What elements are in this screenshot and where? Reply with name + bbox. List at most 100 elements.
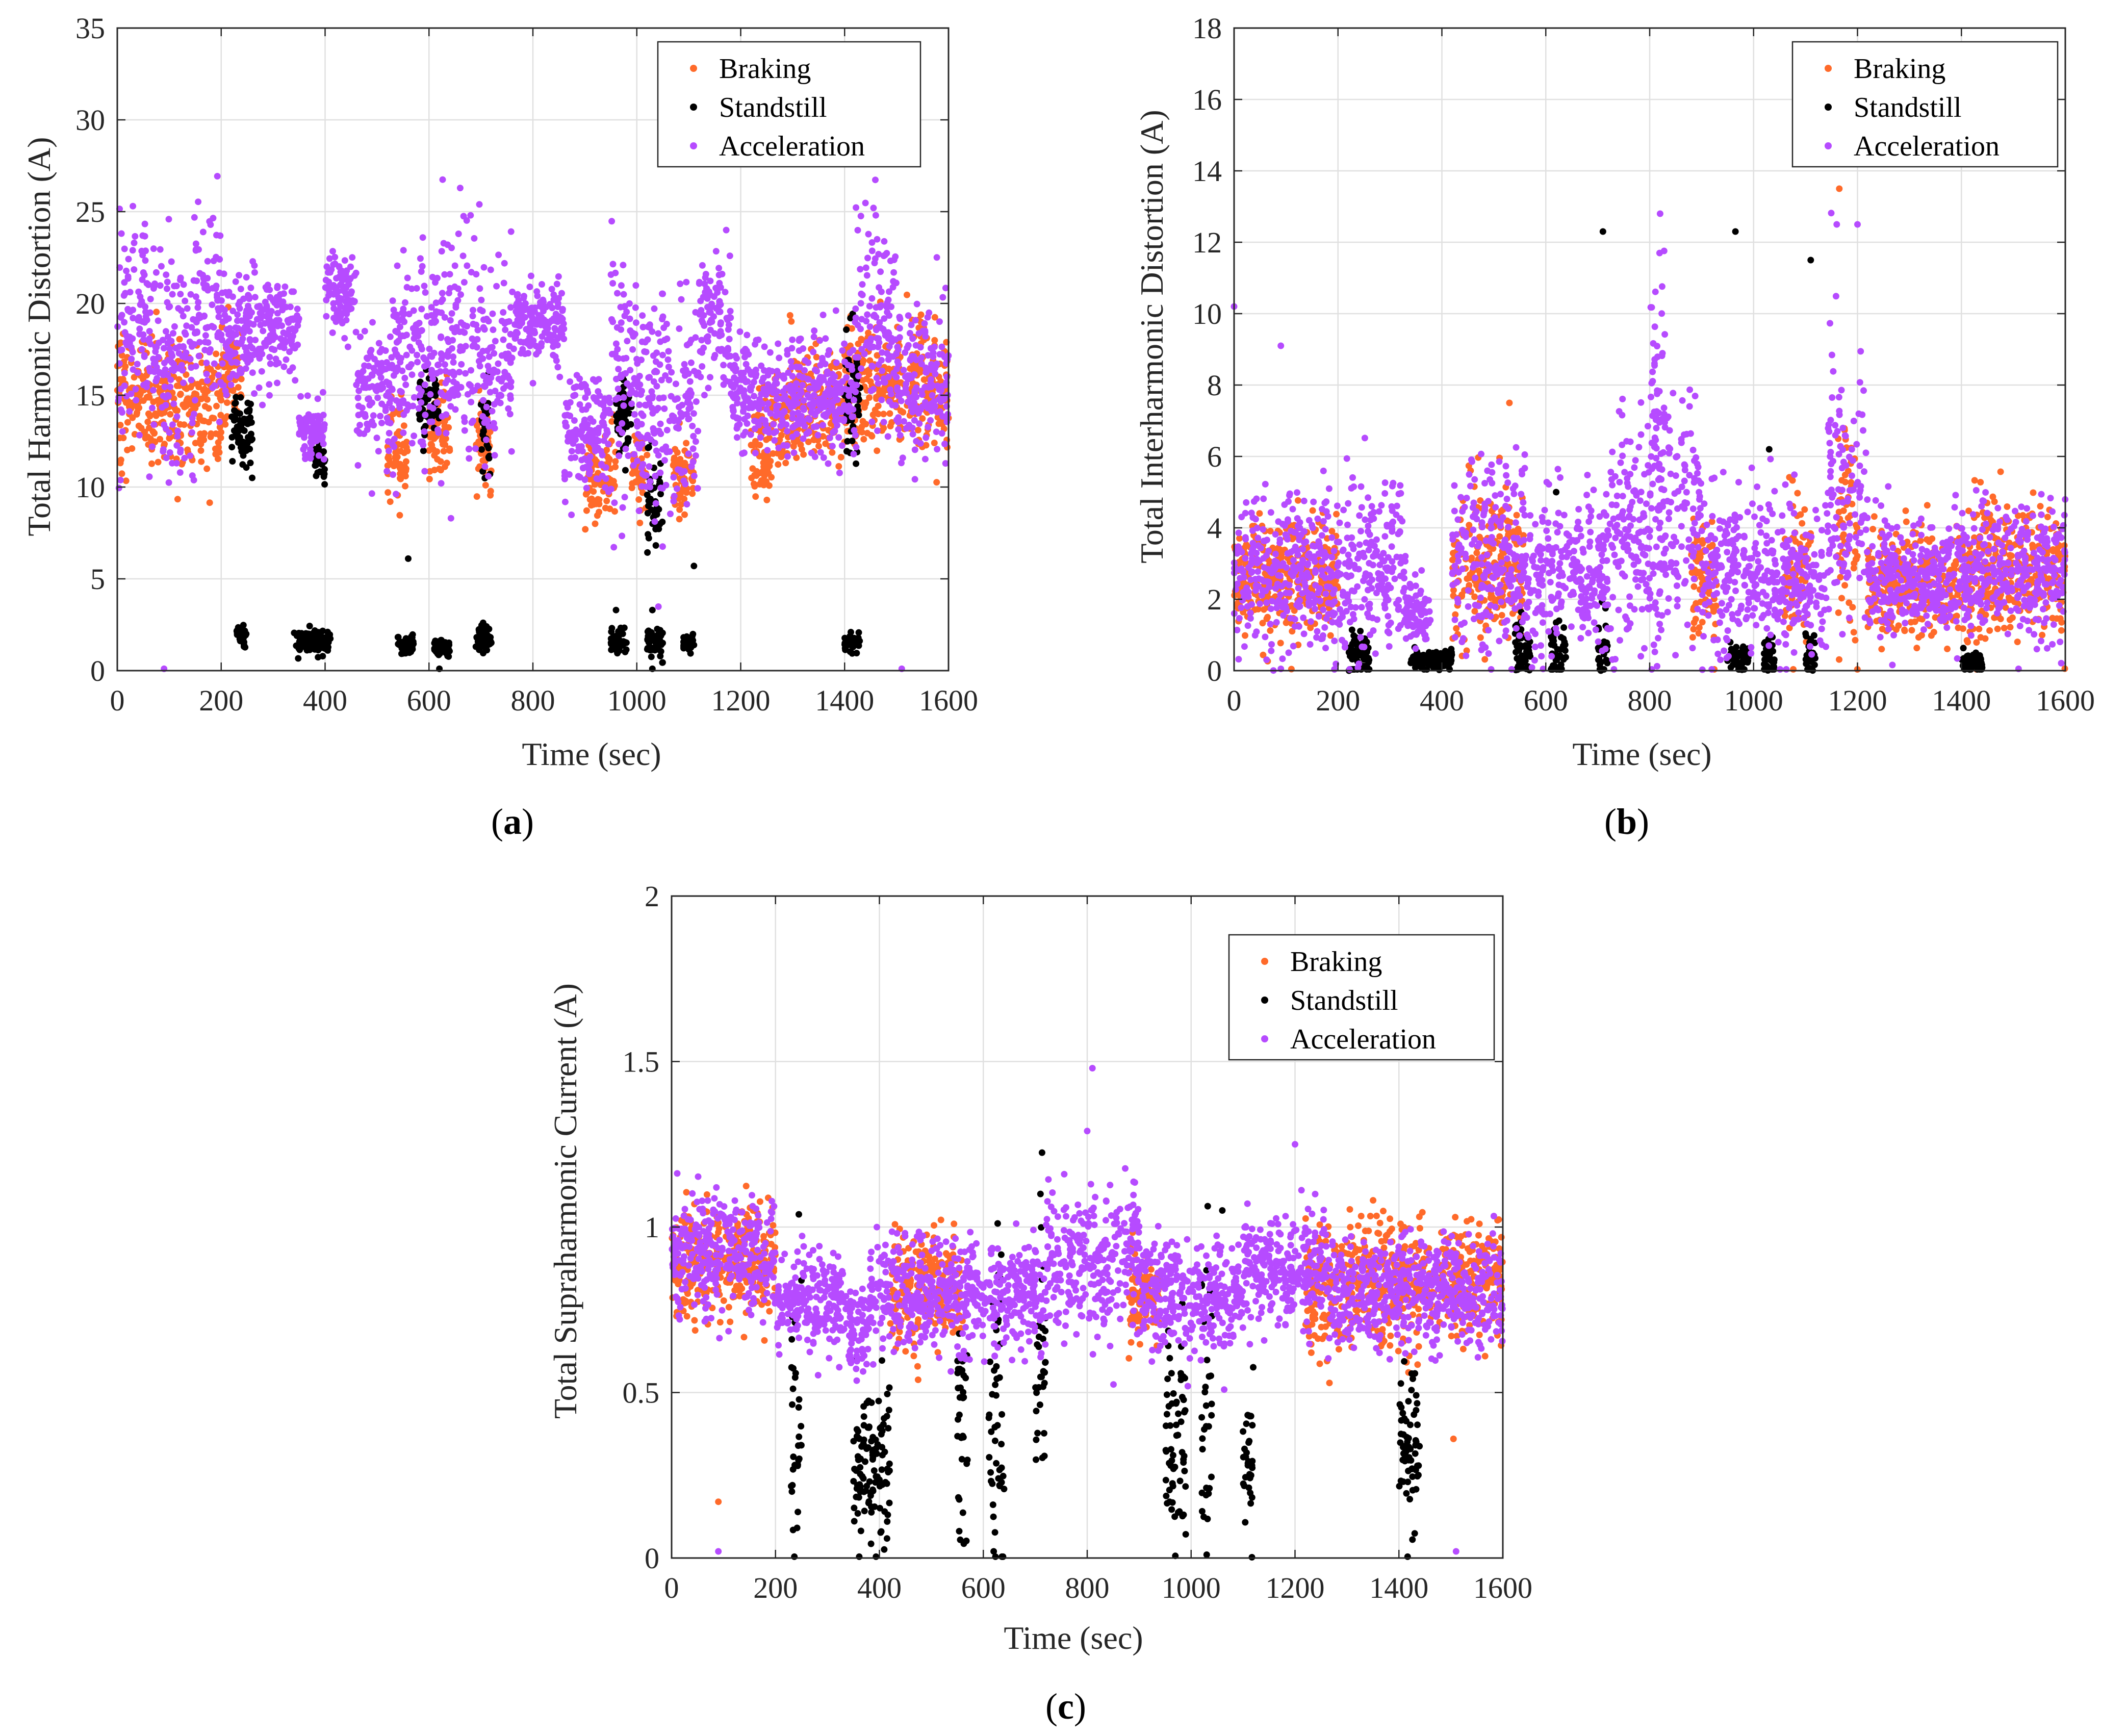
data-point xyxy=(457,319,465,326)
data-point xyxy=(131,266,138,273)
data-point xyxy=(801,423,808,430)
data-point xyxy=(883,350,890,357)
data-point xyxy=(504,372,511,379)
data-point xyxy=(610,643,618,650)
data-point xyxy=(198,359,206,366)
data-point xyxy=(520,295,527,301)
data-point xyxy=(824,368,831,375)
data-point xyxy=(941,353,948,361)
legend-box xyxy=(657,41,921,168)
data-point xyxy=(449,337,456,344)
data-point xyxy=(473,422,480,429)
data-point xyxy=(632,478,639,486)
data-point xyxy=(387,498,394,505)
data-point xyxy=(586,470,593,477)
data-point xyxy=(615,366,622,373)
data-point xyxy=(506,411,514,418)
data-point xyxy=(784,351,791,358)
data-point xyxy=(693,398,700,405)
y-tick-label: 5 xyxy=(90,563,105,596)
data-point xyxy=(428,371,435,378)
data-point xyxy=(811,366,818,373)
data-point xyxy=(628,400,635,407)
data-point xyxy=(203,370,210,377)
data-point xyxy=(146,309,153,316)
data-point xyxy=(844,637,852,645)
data-point xyxy=(740,387,748,394)
data-point xyxy=(733,434,740,441)
data-point xyxy=(630,462,637,469)
data-point xyxy=(408,440,416,447)
data-point xyxy=(777,422,784,429)
data-point xyxy=(173,442,181,449)
data-point xyxy=(502,326,509,334)
data-point xyxy=(936,318,943,325)
data-point xyxy=(826,347,833,354)
data-point xyxy=(130,315,137,322)
data-point xyxy=(354,394,362,401)
data-point xyxy=(878,356,885,364)
data-point xyxy=(590,418,597,425)
data-point xyxy=(798,446,805,453)
data-point xyxy=(206,349,213,355)
data-point xyxy=(848,629,854,635)
data-point xyxy=(582,526,589,533)
data-point xyxy=(643,348,650,355)
data-point xyxy=(719,270,726,277)
data-point xyxy=(863,342,869,349)
data-point xyxy=(580,465,586,472)
data-point xyxy=(204,258,211,265)
data-point xyxy=(385,452,392,459)
data-point xyxy=(841,645,849,652)
data-point xyxy=(432,279,439,286)
data-point xyxy=(822,335,829,342)
data-point xyxy=(136,431,143,439)
data-point xyxy=(631,411,638,418)
data-point xyxy=(659,485,666,492)
data-point xyxy=(383,468,391,475)
data-point xyxy=(146,413,153,420)
data-point xyxy=(843,326,850,333)
data-point xyxy=(829,449,836,456)
data-point xyxy=(929,403,936,411)
data-point xyxy=(593,499,600,506)
data-point xyxy=(280,329,287,336)
data-point xyxy=(532,343,540,349)
data-point xyxy=(130,202,137,210)
data-point xyxy=(400,247,407,254)
data-point xyxy=(121,370,128,376)
data-point xyxy=(480,397,487,404)
data-point xyxy=(770,383,777,390)
data-point xyxy=(822,397,829,404)
data-point xyxy=(330,261,337,268)
data-point xyxy=(150,285,157,292)
data-point xyxy=(413,285,420,292)
data-point xyxy=(387,333,394,340)
data-point xyxy=(194,380,201,388)
data-point xyxy=(611,499,618,506)
data-point xyxy=(589,435,596,442)
data-point xyxy=(421,468,428,475)
data-point xyxy=(400,399,407,406)
data-point xyxy=(251,269,258,276)
data-point xyxy=(246,320,253,327)
data-point xyxy=(234,311,241,318)
x-tick-label: 1400 xyxy=(815,684,874,717)
data-point xyxy=(657,648,664,655)
data-point xyxy=(829,443,836,450)
data-point xyxy=(127,390,135,397)
data-point xyxy=(481,419,488,426)
data-point xyxy=(764,457,771,465)
data-point xyxy=(613,375,620,382)
data-point xyxy=(652,500,659,507)
data-point xyxy=(632,282,639,289)
data-point xyxy=(912,317,919,324)
data-point xyxy=(665,364,672,370)
data-point xyxy=(568,512,575,518)
data-point xyxy=(278,322,286,329)
data-point xyxy=(188,429,195,436)
data-point xyxy=(924,314,931,321)
data-point xyxy=(215,372,222,379)
data-point xyxy=(530,337,537,344)
data-point xyxy=(730,407,737,414)
